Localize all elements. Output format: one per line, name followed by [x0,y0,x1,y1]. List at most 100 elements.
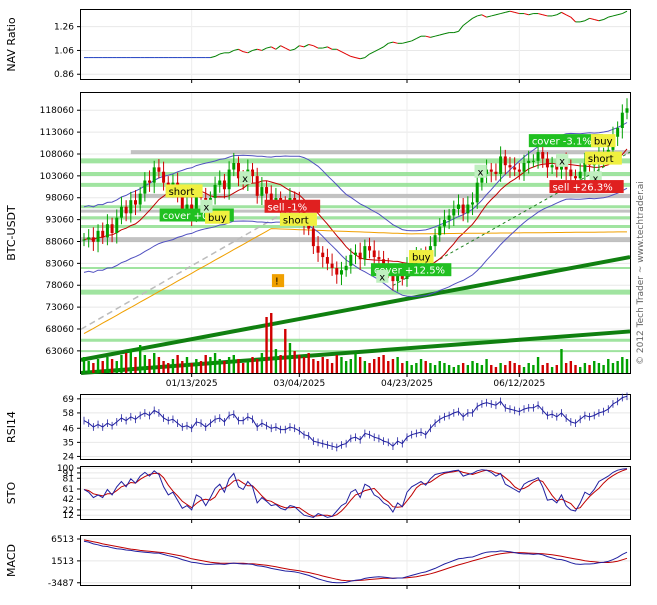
price-body [236,163,240,179]
price-body [625,108,629,113]
price-body [129,200,133,214]
rsi-tick-label: 24 [63,452,75,462]
nav-segment [505,10,511,13]
nav-segment [313,45,319,49]
price-body [152,167,156,183]
price-body [522,163,526,172]
nav-segment [430,35,436,38]
volume-bar [354,353,357,373]
price-body [143,180,147,194]
rsi-tick-label: 58 [63,409,75,419]
signal-box [165,184,203,198]
signal-box [264,199,321,213]
price-body [91,237,95,242]
volume-bar [237,359,240,373]
price-body [307,224,311,229]
price-body [87,237,91,240]
price-tick-label: 103060 [40,172,75,182]
nav-segment [411,38,417,42]
nav-axis-title: NAV Ratio [5,17,18,72]
nav-segment [341,51,347,55]
volume-bar [340,357,343,373]
price-body [578,171,582,179]
price-tick-label: 108060 [40,150,75,160]
nav-segment [495,13,501,16]
signal-box [584,151,622,165]
volume-bar [157,357,161,373]
volume-bar [153,353,156,373]
macd-tick-label: 6513 [51,535,74,545]
price-body [508,165,512,168]
nav-segment [458,25,464,32]
nav-segment [509,10,515,13]
price-body [456,204,460,209]
signal-text: x [203,202,209,213]
nav-segment [271,46,277,50]
volume-bar [532,365,535,373]
price-body [620,112,624,128]
volume-bar [546,363,549,373]
volume-bar [307,353,310,373]
sto-panel [80,466,631,520]
volume-bar [522,367,526,373]
price-body [227,169,231,190]
volume-bar [312,359,315,373]
signal-box [556,153,569,167]
volume-bar [115,361,118,373]
volume-bar [246,361,250,373]
rsi-panel [80,394,631,460]
rsi-axis-title: RSI14 [5,411,18,443]
volume-bar [424,361,427,373]
nav-segment [537,13,543,16]
nav-segment [388,41,394,44]
volume-bar [218,359,221,373]
price-body [358,252,362,260]
price-tick-label: 113060 [40,128,75,138]
volume-bar [162,361,165,373]
nav-segment [285,47,291,51]
volume-bar [106,357,109,373]
price-body [101,230,105,238]
volume-bar [321,357,324,373]
volume-bar [232,355,235,373]
nav-segment [303,44,309,48]
volume-bar [120,355,123,373]
volume-bar [335,355,338,373]
volume-bar [588,365,591,373]
signal-label: ! [271,274,285,288]
volume-bar [602,365,605,373]
price-body [82,239,86,241]
nav-segment [622,10,628,15]
nav-segment [238,48,244,53]
volume-bar [494,367,498,373]
price-body [311,228,315,247]
rsi-tick-label: 46 [63,424,75,434]
volume-bar [513,363,516,373]
price-tick-label: 63060 [45,347,74,357]
volume-bar [429,363,432,373]
nav-segment [406,40,412,43]
price-body [569,169,573,177]
signal-label: buy [590,134,616,148]
sto-tick-label: 81 [63,474,74,484]
nav-segment [467,17,473,23]
volume-bar [298,355,301,373]
volume-bar [452,367,456,373]
macd-line [83,540,628,584]
signal-text: buy [412,253,431,264]
nav-segment [444,32,450,35]
price-body [218,180,222,185]
signal-label: short [165,184,203,198]
nav-segment [373,48,380,53]
nav-segment [598,19,604,22]
sto-tick-label: 100 [57,464,74,474]
price-tick-label: 83060 [45,259,74,269]
signal-text: x [242,174,248,185]
nav-segment [434,34,440,37]
signal-label: cover -3.1% [528,134,604,148]
volume-bar [227,357,231,373]
nav-segment [233,48,239,51]
volume-bar [377,357,381,373]
volume-bar [536,357,540,373]
signal-label: short [279,212,317,226]
